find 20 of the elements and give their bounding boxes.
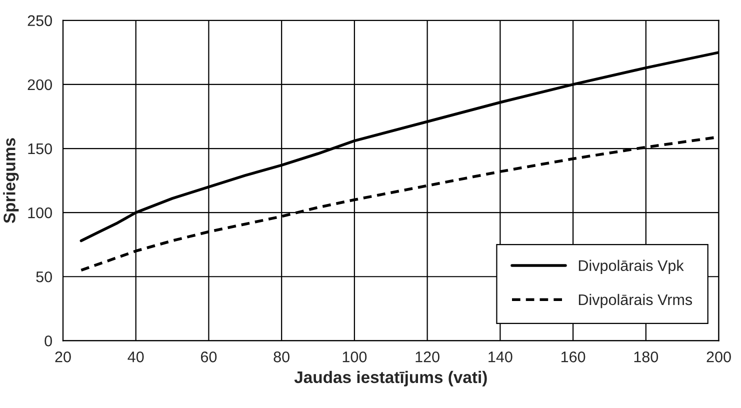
x-tick-label: 180 (634, 352, 658, 362)
x-tick-label: 80 (274, 352, 290, 362)
y-tick-label: 50 (36, 271, 52, 282)
legend-label: Divpolārais Vrms (578, 294, 692, 308)
legend-label: Divpolārais Vpk (578, 260, 684, 274)
y-tick-label: 150 (28, 143, 52, 154)
x-tick-label: 200 (706, 352, 731, 362)
x-tick-label: 160 (561, 352, 586, 362)
x-tick-label: 120 (416, 352, 440, 362)
x-tick-label: 60 (200, 352, 217, 362)
y-tick-label: 250 (28, 15, 52, 26)
x-tick-label: 20 (55, 352, 71, 362)
y-axis-title: Spriegums (3, 138, 19, 224)
y-tick-label: 0 (44, 336, 52, 346)
y-tick-label: 100 (28, 207, 52, 218)
x-tick-label: 100 (342, 352, 367, 362)
x-tick-label: 40 (128, 352, 144, 362)
y-tick-label: 200 (28, 79, 52, 90)
x-axis-title: Jaudas iestatījums (vati) (294, 370, 487, 386)
x-tick-label: 140 (488, 352, 512, 362)
